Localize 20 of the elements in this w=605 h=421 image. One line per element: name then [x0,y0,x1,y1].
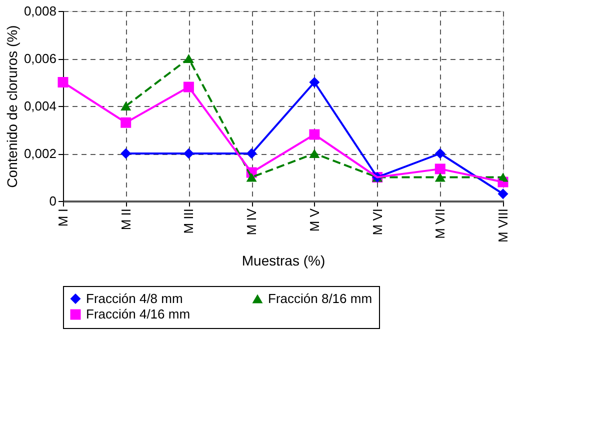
x-axis-title: Muestras (%) [242,252,326,268]
legend-label: Fracción 8/16 mm [268,290,372,306]
y-axis-title: Contenido de cloruros (%) [4,25,20,188]
x-tick-label: M V [306,208,322,232]
legend-label: Fracción 4/16 mm [86,306,190,322]
x-tick-label: M VIII [496,208,510,242]
x-tick-label: M VII [432,208,448,239]
point [120,101,132,111]
x-tick-label: M III [181,208,196,234]
y-tick-label: 0,004 [24,98,56,114]
x-tick-label: M IV [244,208,260,236]
y-tick-label: 0,008 [24,4,56,18]
point [246,172,257,182]
x-tick-label: M II [118,208,134,230]
legend-label: Fracción 4/8 mm [86,290,183,306]
x-tick-label: M VI [370,208,385,236]
y-tick-label: 0,002 [24,146,56,161]
x-tick-label: M I [56,208,70,227]
y-tick-label: 0 [49,194,56,208]
y-tick-label: 0,006 [24,51,56,66]
